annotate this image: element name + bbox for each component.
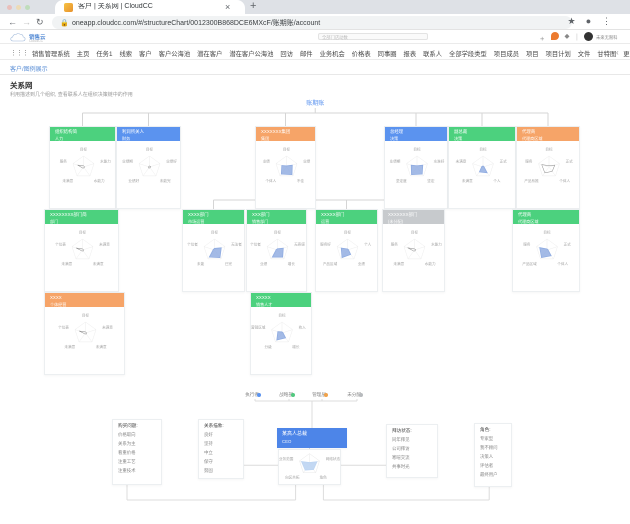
svg-text:个位表: 个位表 <box>55 242 66 247</box>
svg-text:无法者: 无法者 <box>231 242 242 247</box>
svg-text:目标: 目标 <box>479 146 487 151</box>
svg-text:业绩: 业绩 <box>263 159 271 164</box>
svg-text:无奇感: 无奇感 <box>294 242 305 247</box>
svg-text:业务范围: 业务范围 <box>279 456 294 461</box>
svg-text:产品区域: 产品区域 <box>323 261 338 266</box>
svg-text:明确主要: 明确主要 <box>302 449 317 450</box>
svg-text:业绩期: 业绩期 <box>390 159 401 164</box>
svg-text:已完: 已完 <box>225 261 233 266</box>
svg-text:收入: 收入 <box>299 325 307 330</box>
svg-text:业绩好: 业绩好 <box>166 159 177 164</box>
svg-text:未能: 未能 <box>197 261 205 266</box>
svg-text:角色: 角色 <box>320 474 328 479</box>
svg-text:水准好: 水准好 <box>434 159 445 164</box>
svg-text:坚定度: 坚定度 <box>396 178 407 183</box>
svg-text:未满意: 未满意 <box>61 261 72 266</box>
svg-text:未满意: 未满意 <box>96 344 107 349</box>
svg-text:个体人: 个体人 <box>559 178 570 183</box>
svg-text:个位者: 个位者 <box>187 242 198 247</box>
svg-text:未满意: 未满意 <box>393 261 404 266</box>
svg-text:个人: 个人 <box>493 178 501 183</box>
svg-text:目标: 目标 <box>411 229 419 234</box>
svg-text:增长: 增长 <box>288 261 296 266</box>
svg-text:目标: 目标 <box>82 312 90 317</box>
svg-text:网络状态: 网络状态 <box>326 456 341 461</box>
svg-text:目标: 目标 <box>211 229 219 234</box>
svg-text:未满意: 未满意 <box>62 178 73 183</box>
svg-text:个位者: 个位者 <box>250 242 261 247</box>
svg-text:目标: 目标 <box>80 146 88 151</box>
svg-text:未能完: 未能完 <box>160 178 171 183</box>
svg-text:未满意: 未满意 <box>93 261 104 266</box>
svg-text:产品系推: 产品系推 <box>524 178 539 183</box>
svg-text:服务好: 服务好 <box>320 242 331 247</box>
svg-text:目标: 目标 <box>79 229 87 234</box>
svg-text:目标: 目标 <box>274 229 282 234</box>
svg-text:个体人: 个体人 <box>557 261 568 266</box>
svg-text:向区共拓: 向区共拓 <box>285 474 300 479</box>
svg-text:水能力: 水能力 <box>94 178 105 183</box>
svg-text:目标: 目标 <box>413 146 421 151</box>
svg-text:业绩: 业绩 <box>358 261 366 266</box>
svg-text:业绩: 业绩 <box>303 159 311 164</box>
svg-text:未满意: 未满意 <box>99 242 110 247</box>
svg-text:服务: 服务 <box>523 242 531 247</box>
svg-text:目标: 目标 <box>283 146 291 151</box>
svg-text:目标: 目标 <box>543 229 551 234</box>
svg-text:分级: 分级 <box>265 344 273 349</box>
svg-text:增长: 增长 <box>292 344 300 349</box>
svg-text:未满意: 未满意 <box>102 325 113 330</box>
svg-text:目标: 目标 <box>278 312 286 317</box>
svg-text:未满意: 未满意 <box>64 344 75 349</box>
svg-text:正式: 正式 <box>500 159 508 164</box>
svg-text:服务: 服务 <box>60 159 68 164</box>
svg-text:业绩期: 业绩期 <box>122 159 133 164</box>
svg-text:未满意: 未满意 <box>456 159 467 164</box>
svg-text:服务: 服务 <box>525 159 533 164</box>
svg-text:个体人: 个体人 <box>265 178 276 183</box>
svg-text:未满意: 未满意 <box>462 178 473 183</box>
svg-text:业绩好: 业绩好 <box>128 178 139 183</box>
svg-text:水能力: 水能力 <box>425 261 436 266</box>
svg-text:账期账: 账期账 <box>306 99 324 107</box>
svg-text:目标: 目标 <box>146 146 154 151</box>
svg-text:个人: 个人 <box>364 242 372 247</box>
svg-text:营销区域: 营销区域 <box>251 325 266 330</box>
svg-text:目标: 目标 <box>344 229 352 234</box>
svg-text:水能力: 水能力 <box>100 159 111 164</box>
svg-text:个位表: 个位表 <box>58 325 69 330</box>
svg-text:正式: 正式 <box>564 242 572 247</box>
svg-text:业绩: 业绩 <box>260 261 268 266</box>
svg-text:坚定: 坚定 <box>427 178 435 183</box>
svg-text:不佳: 不佳 <box>297 178 305 183</box>
svg-text:正式: 正式 <box>566 159 574 164</box>
svg-text:水能力: 水能力 <box>431 242 442 247</box>
svg-text:目标: 目标 <box>545 146 553 151</box>
svg-text:产品区域: 产品区域 <box>522 261 537 266</box>
svg-text:服务: 服务 <box>391 242 399 247</box>
